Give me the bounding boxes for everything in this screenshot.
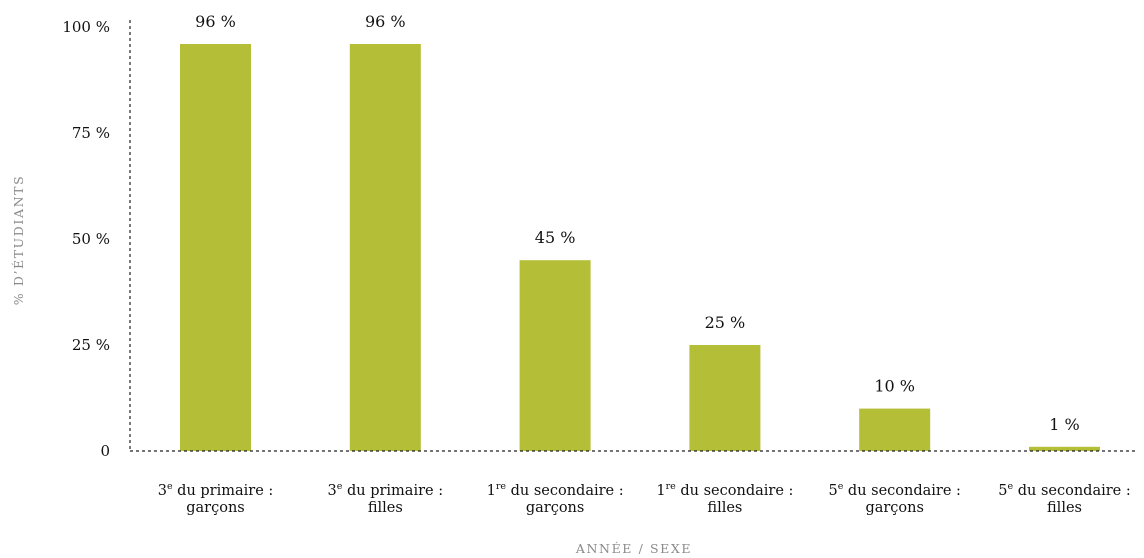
y-tick-label: 0 (100, 442, 110, 460)
category-label-line2: garçons (526, 500, 585, 516)
bar (859, 408, 931, 451)
category-label-line2: filles (707, 500, 742, 516)
y-tick-label: 100 % (62, 18, 110, 36)
bar (1029, 446, 1100, 451)
category-label-line1: 1re du secondaire : (487, 481, 624, 499)
data-label: 10 % (874, 377, 915, 396)
bar (349, 44, 421, 451)
category-label-line1: 3e du primaire : (328, 481, 444, 499)
y-tick-label: 50 % (72, 230, 110, 248)
category-label-line2: garçons (186, 500, 245, 516)
y-tick-label: 25 % (72, 336, 110, 354)
data-label: 1 % (1049, 415, 1079, 434)
data-label: 96 % (195, 12, 236, 31)
data-label: 96 % (365, 12, 406, 31)
y-axis-ticks: 0 25 % 50 % 75 % 100 % (62, 18, 110, 460)
bar (180, 44, 251, 451)
data-label: 45 % (535, 228, 576, 247)
data-label: 25 % (705, 313, 746, 332)
data-labels-group: 96 % 96 % 45 % 25 % 10 % 1 % (195, 12, 1080, 434)
category-label-line2: filles (368, 500, 403, 516)
x-axis-title: ANNÉE / SEXE (575, 541, 692, 556)
bars-group (180, 44, 1100, 451)
category-label-line1: 1re du secondaire : (656, 481, 793, 499)
y-axis-title: % D’ÉTUDIANTS (11, 175, 26, 305)
category-label-line1: 3e du primaire : (158, 481, 274, 499)
category-label-line2: filles (1047, 500, 1082, 516)
category-label-line1: 5e du secondaire : (998, 481, 1130, 499)
category-label-line2: garçons (865, 500, 924, 516)
category-label-line1: 5e du secondaire : (828, 481, 960, 499)
y-tick-label: 75 % (72, 124, 110, 142)
bar (689, 345, 761, 451)
bar (519, 260, 591, 451)
